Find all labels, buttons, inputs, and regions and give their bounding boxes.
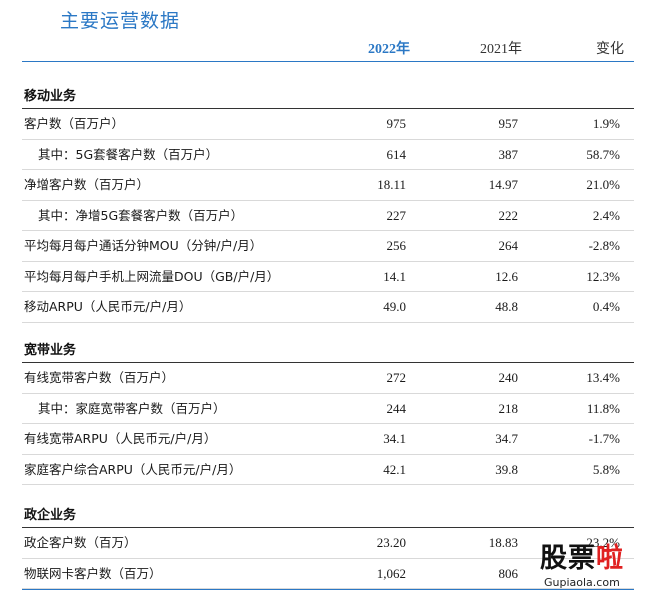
value-change: -2.8% <box>588 238 620 253</box>
value-2021: 14.97 <box>488 177 518 192</box>
value-2022: 1,062 <box>376 565 406 581</box>
row-label: 物联网卡客户数（百万） <box>24 565 162 581</box>
value-2021: 240 <box>498 370 519 385</box>
watermark-text-part: 股票 <box>540 543 596 574</box>
value-change: 11.8% <box>586 400 620 416</box>
footer-rule <box>22 589 634 590</box>
table-row: 家庭客户综合ARPU（人民币元/户/月） 42.1 39.8 5.8% <box>22 455 634 485</box>
row-label: 其中：5G套餐客户数（百万户） <box>38 146 219 162</box>
table-row: 有线宽带ARPU（人民币元/户/月） 34.1 34.7 -1.7% <box>22 424 634 455</box>
row-label: 净增客户数（百万户） <box>24 177 150 192</box>
value-2021: 48.8 <box>495 299 518 314</box>
value-2022: 272 <box>386 370 407 385</box>
section-title: 移动业务 <box>22 86 634 109</box>
row-label: 家庭客户综合ARPU（人民币元/户/月） <box>24 461 242 477</box>
value-2022: 256 <box>386 238 407 253</box>
value-change: 13.4% <box>586 370 620 385</box>
table-row: 有线宽带客户数（百万户） 272 240 13.4% <box>22 363 634 394</box>
value-change: 1.9% <box>592 116 620 131</box>
value-change: 58.7% <box>586 146 620 162</box>
column-header-2021: 2021年 <box>480 42 522 57</box>
watermark-text-highlight: 啦 <box>596 543 624 574</box>
row-label: 客户数（百万户） <box>24 116 125 131</box>
value-2022: 14.1 <box>383 268 406 284</box>
table-row: 客户数（百万户） 975 957 1.9% <box>22 109 634 140</box>
value-change: 5.8% <box>592 461 620 477</box>
value-change: 2.4% <box>592 207 620 223</box>
row-label: 政企客户数（百万） <box>24 535 137 550</box>
value-2021: 957 <box>498 116 519 131</box>
value-2021: 18.83 <box>488 535 518 550</box>
value-2021: 264 <box>498 238 519 253</box>
value-2021: 12.6 <box>495 268 518 284</box>
watermark-logo: 股票啦 Gupiaola.com <box>540 536 660 600</box>
row-label: 平均每月每户手机上网流量DOU（GB/户/月） <box>24 268 280 284</box>
page-title: 主要运营数据 <box>60 10 181 32</box>
value-2022: 244 <box>386 400 407 416</box>
section-title: 政企业务 <box>22 505 634 528</box>
value-2022: 49.0 <box>383 299 406 314</box>
value-2021: 387 <box>498 146 519 162</box>
section-enterprise: 政企业务 政企客户数（百万） 23.20 18.83 23.2% 物联网卡客户数… <box>22 505 634 589</box>
table-row: 平均每月每户通话分钟MOU（分钟/户/月） 256 264 -2.8% <box>22 231 634 262</box>
value-2021: 222 <box>498 207 519 223</box>
value-2022: 227 <box>386 207 407 223</box>
row-label: 有线宽带客户数（百万户） <box>24 370 175 385</box>
value-2021: 39.8 <box>495 461 518 477</box>
table-row: 物联网卡客户数（百万） 1,062 806 <box>22 559 634 589</box>
value-2022: 42.1 <box>383 461 406 477</box>
value-2022: 614 <box>386 146 407 162</box>
column-header-change: 变化 <box>596 42 624 57</box>
value-2021: 218 <box>498 400 519 416</box>
watermark-url: Gupiaola.com <box>544 576 620 589</box>
header-rule <box>22 61 634 62</box>
table-row: 其中：净增5G套餐客户数（百万户） 227 222 2.4% <box>22 201 634 231</box>
table-row: 其中：5G套餐客户数（百万户） 614 387 58.7% <box>22 140 634 170</box>
value-2022: 975 <box>386 116 407 131</box>
table-row: 净增客户数（百万户） 18.11 14.97 21.0% <box>22 170 634 201</box>
table-row: 政企客户数（百万） 23.20 18.83 23.2% <box>22 528 634 559</box>
value-2022: 18.11 <box>377 177 406 192</box>
section-broadband: 宽带业务 有线宽带客户数（百万户） 272 240 13.4% 其中：家庭宽带客… <box>22 340 634 485</box>
value-change: 0.4% <box>592 299 620 314</box>
value-2022: 23.20 <box>376 535 406 550</box>
value-change: 12.3% <box>586 268 620 284</box>
value-2021: 806 <box>498 565 519 581</box>
row-label: 有线宽带ARPU（人民币元/户/月） <box>24 431 217 446</box>
section-title: 宽带业务 <box>22 340 634 363</box>
row-label: 其中：家庭宽带客户数（百万户） <box>38 400 226 416</box>
value-change: 21.0% <box>586 177 620 192</box>
section-mobile: 移动业务 客户数（百万户） 975 957 1.9% 其中：5G套餐客户数（百万… <box>22 86 634 323</box>
row-label: 移动ARPU（人民币元/户/月） <box>24 299 192 314</box>
column-header-2022: 2022年 <box>368 42 410 57</box>
row-label: 平均每月每户通话分钟MOU（分钟/户/月） <box>24 238 263 253</box>
value-change: -1.7% <box>588 431 620 446</box>
watermark-text: 股票啦 <box>540 536 624 575</box>
value-2022: 34.1 <box>383 431 406 446</box>
value-change: 23.2% <box>586 535 620 550</box>
row-label: 其中：净增5G套餐客户数（百万户） <box>38 207 244 223</box>
table-row: 平均每月每户手机上网流量DOU（GB/户/月） 14.1 12.6 12.3% <box>22 262 634 292</box>
table-row: 移动ARPU（人民币元/户/月） 49.0 48.8 0.4% <box>22 292 634 323</box>
table-row: 其中：家庭宽带客户数（百万户） 244 218 11.8% <box>22 394 634 424</box>
value-2021: 34.7 <box>495 431 518 446</box>
